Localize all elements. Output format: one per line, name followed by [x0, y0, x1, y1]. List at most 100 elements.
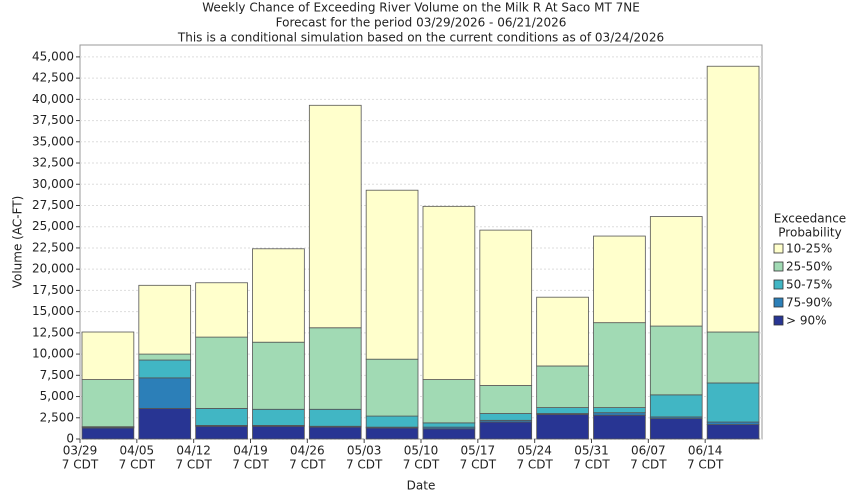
legend-swatch — [773, 279, 784, 290]
x-tick-label: 05/24 — [517, 444, 552, 458]
x-tick-label: 05/31 — [574, 444, 609, 458]
bar-segment — [81, 331, 135, 380]
y-tick-label: 27,500 — [32, 198, 74, 212]
y-tick-label: 22,500 — [32, 240, 74, 254]
y-tick-label: 12,500 — [32, 325, 74, 339]
bar-segment — [195, 425, 248, 440]
legend-label: 50-75% — [786, 278, 832, 292]
bar-segment — [706, 424, 760, 440]
bar-segment — [422, 422, 476, 428]
x-tick-label: 7 CDT — [630, 458, 667, 472]
x-tick-label: 7 CDT — [119, 458, 156, 472]
y-tick-label: 15,000 — [32, 304, 74, 318]
x-tick-label: 04/05 — [120, 444, 155, 458]
x-tick-label: 7 CDT — [232, 458, 269, 472]
y-tick-label: 42,500 — [32, 71, 74, 85]
bar-segment — [365, 427, 419, 440]
x-tick-label: 7 CDT — [62, 458, 99, 472]
bar-segment — [536, 296, 589, 367]
y-tick-label: 10,000 — [32, 347, 74, 361]
bar-segment — [252, 248, 305, 343]
x-tick-label: 06/14 — [688, 444, 723, 458]
bar-segment — [593, 322, 646, 408]
legend-title: Probability — [778, 226, 841, 240]
bar-segment — [593, 235, 646, 324]
bar-segment — [422, 205, 476, 380]
bar-segment — [706, 331, 760, 384]
bar-segment — [365, 358, 419, 417]
bar-segment — [649, 418, 703, 440]
bar-segment — [479, 413, 533, 421]
legend-swatch — [773, 315, 784, 326]
y-tick-label: 25,000 — [32, 219, 74, 233]
bar-segment — [479, 385, 533, 414]
bar-segment — [195, 282, 248, 338]
y-tick-label: 17,500 — [32, 283, 74, 297]
x-tick-label: 7 CDT — [687, 458, 724, 472]
x-tick-label: 06/07 — [631, 444, 666, 458]
bar-segment — [252, 408, 305, 426]
y-tick-label: 30,000 — [32, 177, 74, 191]
bar-segment — [649, 394, 703, 418]
x-tick-label: 7 CDT — [516, 458, 553, 472]
bar-segment — [536, 407, 589, 414]
bar-segment — [479, 229, 533, 386]
y-tick-label: 0 — [66, 432, 74, 446]
plot-area — [79, 44, 763, 440]
bar-segment — [138, 284, 192, 355]
legend-label: > 90% — [786, 314, 827, 328]
y-axis-label: Volume (AC-FT) — [11, 196, 25, 289]
x-tick-label: 7 CDT — [175, 458, 212, 472]
bar-segment — [479, 421, 533, 440]
bar-segment — [81, 379, 135, 428]
bar-segment — [308, 408, 362, 427]
bar-segment — [308, 104, 362, 329]
bar-segment — [252, 425, 305, 440]
bar-segment — [649, 325, 703, 396]
x-tick-label: 05/17 — [461, 444, 496, 458]
x-tick-label: 7 CDT — [346, 458, 383, 472]
legend-label: 10-25% — [786, 242, 832, 256]
x-axis-label: Date — [407, 479, 436, 493]
x-tick-label: 04/12 — [176, 444, 211, 458]
x-tick-label: 7 CDT — [289, 458, 326, 472]
legend-label: 25-50% — [786, 260, 832, 274]
x-tick-label: 04/26 — [290, 444, 325, 458]
bar-segment — [138, 353, 192, 361]
y-tick-label: 2,500 — [40, 410, 74, 424]
bar-segment — [536, 365, 589, 408]
bar-segment — [138, 408, 192, 440]
x-tick-label: 04/19 — [233, 444, 268, 458]
x-tick-label: 05/03 — [347, 444, 382, 458]
bar-segment — [252, 341, 305, 410]
bar-segment — [138, 377, 192, 409]
x-tick-label: 7 CDT — [460, 458, 497, 472]
y-tick-label: 37,500 — [32, 113, 74, 127]
chart-title: Forecast for the period 03/29/2026 - 06/… — [276, 16, 567, 30]
bar-segment — [593, 414, 646, 440]
y-tick-label: 5,000 — [40, 389, 74, 403]
legend-swatch — [773, 261, 784, 272]
y-tick-label: 40,000 — [32, 92, 74, 106]
bar-segment — [422, 428, 476, 440]
x-tick-label: 05/10 — [404, 444, 439, 458]
bar-segment — [138, 359, 192, 379]
bar-segment — [422, 379, 476, 424]
bar-segment — [706, 382, 760, 423]
bar-segment — [81, 427, 135, 440]
chart-title: This is a conditional simulation based o… — [177, 31, 664, 45]
bar-segment — [365, 415, 419, 428]
legend-swatch — [773, 243, 784, 254]
y-tick-label: 35,000 — [32, 134, 74, 148]
bar-segment — [308, 327, 362, 410]
x-tick-label: 03/29 — [63, 444, 98, 458]
y-tick-label: 20,000 — [32, 262, 74, 276]
y-tick-label: 45,000 — [32, 49, 74, 63]
bar-segment — [649, 216, 703, 327]
chart-title: Weekly Chance of Exceeding River Volume … — [202, 1, 640, 15]
bar-segment — [593, 407, 646, 414]
x-tick-label: 7 CDT — [403, 458, 440, 472]
bar-segment — [308, 426, 362, 440]
bar-segment — [195, 408, 248, 426]
